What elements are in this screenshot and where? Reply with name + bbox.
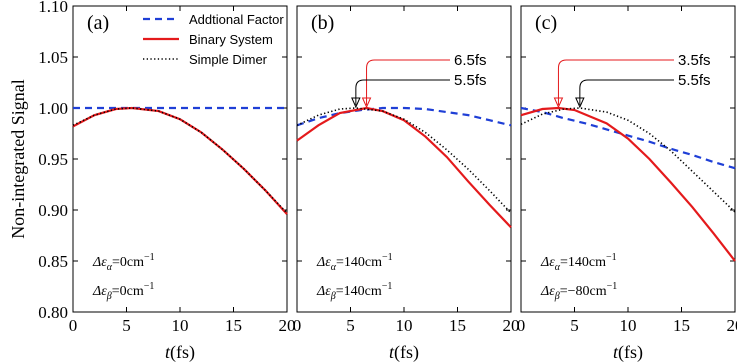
x-tick-label: 15 [225, 316, 242, 335]
annotation-arrowhead [351, 97, 361, 109]
param-label: Δεα=140cm−1 [540, 252, 617, 273]
legend-label: Addtional Factor [189, 12, 284, 27]
panel-label: (c) [535, 12, 557, 34]
x-tick-label: 10 [396, 316, 413, 335]
y-tick-label: 0.80 [38, 303, 68, 322]
y-axis-label: Non-integrated Signal [8, 79, 28, 238]
x-tick-label: 20 [503, 316, 520, 335]
x-axis-label: t(fs) [165, 342, 195, 363]
param-label: Δεβ=−80cm−1 [540, 281, 617, 302]
y-tick-label: 1.00 [38, 99, 68, 118]
x-tick-label: 10 [620, 316, 637, 335]
legend-label: Simple Dimer [189, 52, 268, 67]
annotation-arrowhead [553, 97, 564, 109]
annotation-label: 3.5fs [678, 52, 711, 69]
annotation-label: 6.5fs [454, 52, 487, 69]
annotation-arrowhead [361, 97, 372, 109]
y-tick-label: 0.85 [38, 252, 68, 271]
series-line-addtional-factor [520, 106, 736, 170]
y-tick-label: 1.05 [38, 48, 68, 67]
series-line-addtional-factor [296, 106, 512, 127]
series-line-simple-dimer [72, 107, 288, 214]
series-line-simple-dimer [296, 107, 512, 214]
annotation-arrow [355, 79, 450, 105]
x-tick-label: 15 [673, 316, 690, 335]
series-line-simple-dimer [520, 107, 736, 213]
x-tick-label: 20 [279, 316, 296, 335]
x-tick-label: 5 [570, 316, 579, 335]
series-line-binary-system [520, 106, 736, 262]
param-label: Δεβ=140cm−1 [316, 281, 392, 302]
x-tick-label: 20 [727, 316, 737, 335]
param-label: Δεα=0cm−1 [92, 252, 155, 273]
y-tick-label: 0.90 [38, 201, 68, 220]
annotation-label: 5.5fs [454, 72, 487, 89]
panel-0: 0 5 10 15 20 0.80 0.85 0.90 0.95 1.00 1.05 1.10 t(fs… [38, 0, 295, 363]
x-tick-label: 5 [122, 316, 131, 335]
panel-1: 0 5 10 15 20 t(fs) (b) Δεα=140cm−1 Δεβ=140cm−1 6.… [293, 5, 520, 363]
x-axis-label: t(fs) [613, 342, 643, 363]
annotation-arrow [366, 59, 450, 105]
annotation-label: 5.5fs [678, 72, 711, 89]
x-tick-label: 0 [517, 316, 526, 335]
annotation-arrowhead [575, 97, 585, 109]
panel-label: (a) [87, 12, 109, 34]
legend-label: Binary System [189, 32, 273, 47]
panel-label: (b) [311, 12, 334, 34]
param-label: Δεα=140cm−1 [316, 252, 393, 273]
panel-2: 0 5 10 15 20 t(fs) (c) Δεα=140cm−1 Δεβ=−80cm−1 3.… [517, 5, 737, 363]
x-tick-label: 0 [69, 316, 78, 335]
x-tick-label: 10 [172, 316, 189, 335]
x-tick-label: 5 [346, 316, 355, 335]
series-line-binary-system [72, 106, 288, 215]
y-tick-label: 0.95 [38, 150, 68, 169]
x-tick-label: 15 [449, 316, 466, 335]
x-axis-label: t(fs) [389, 342, 419, 363]
x-tick-label: 0 [293, 316, 302, 335]
param-label: Δεβ=0cm−1 [92, 281, 154, 302]
y-tick-label: 1.10 [38, 0, 68, 16]
series-line-binary-system [296, 106, 512, 229]
annotation-arrow [579, 79, 674, 105]
annotation-arrow [557, 59, 674, 105]
